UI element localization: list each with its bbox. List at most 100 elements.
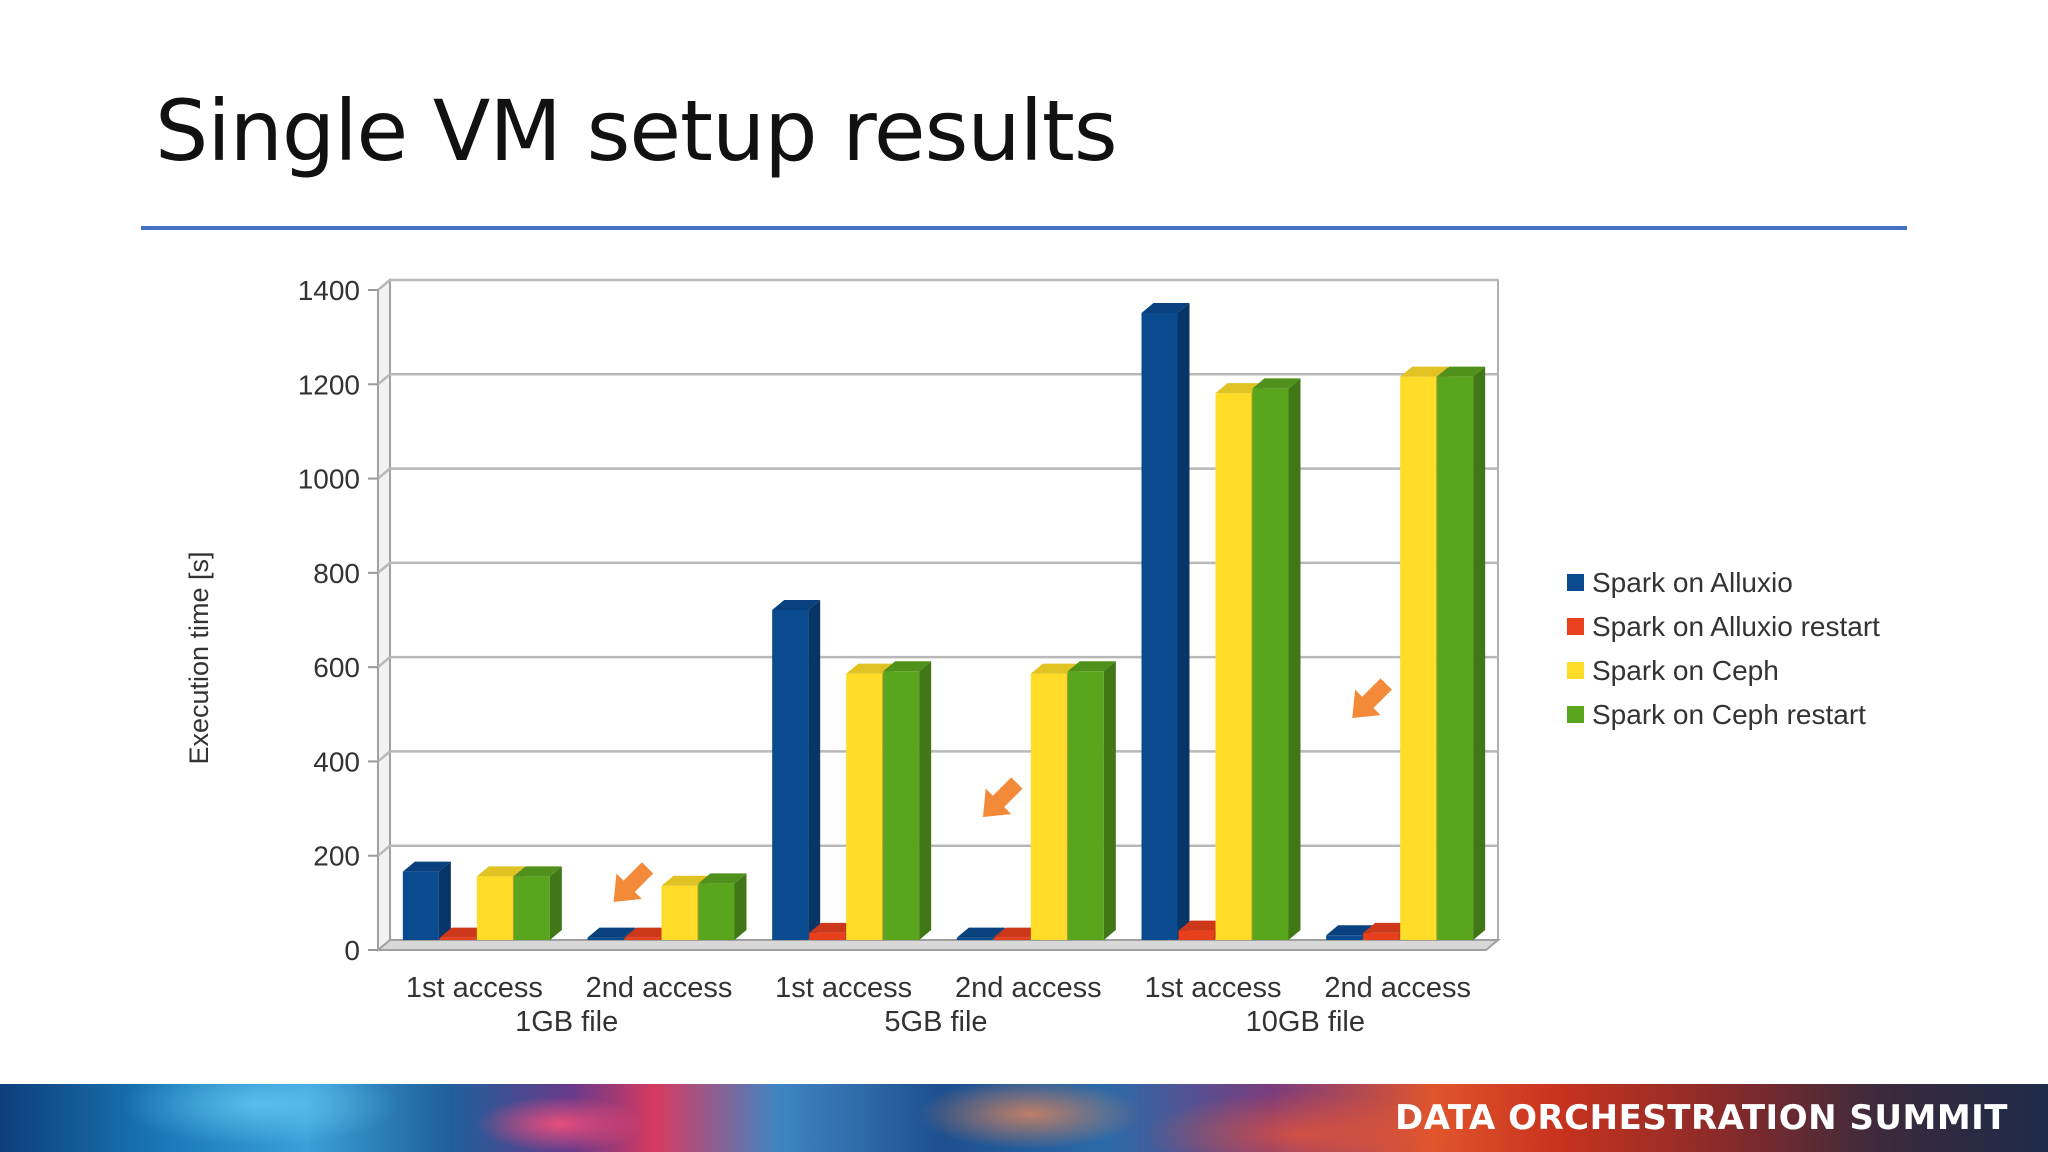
bar-front (1326, 935, 1363, 940)
bar-front (1215, 393, 1252, 941)
bar (772, 600, 821, 940)
bar-top (1400, 366, 1449, 377)
footer-banner: DATA ORCHESTRATION SUMMIT (0, 1084, 2048, 1152)
bar-top (698, 873, 747, 884)
footer-brand-text: DATA ORCHESTRATION SUMMIT (1395, 1098, 2008, 1138)
x-tick-label: 2nd access (586, 972, 733, 1004)
bar-front (1252, 388, 1289, 940)
bar-top (772, 600, 821, 610)
bar-front (1067, 671, 1104, 940)
y-tick-label: 1000 (298, 464, 360, 495)
legend-label: Spark on Alluxio (1592, 567, 1793, 598)
bar-top (1252, 378, 1301, 389)
x-axis-labels: 1st access 2nd access 1st access 2nd access… (406, 972, 1471, 1038)
bar-side (919, 661, 932, 940)
x-group-label: 1GB file (515, 1006, 618, 1038)
plot-back-wall (389, 279, 1499, 941)
y-tick-label: 600 (313, 652, 360, 683)
y-axis-ticks: 0 200 400 600 800 1000 1200 1400 (298, 275, 378, 966)
bar-top (993, 927, 1042, 938)
bar-side (734, 873, 747, 940)
bar-front (846, 673, 883, 940)
bar (1437, 366, 1486, 941)
legend-swatch (1567, 574, 1584, 591)
bar-top (1363, 922, 1412, 933)
bar-side (549, 866, 562, 940)
bar-front (809, 932, 846, 940)
arrow-shape (1352, 678, 1392, 718)
bar-front (661, 885, 698, 940)
bar-top (809, 922, 858, 933)
bar-front (476, 876, 513, 940)
bar (1067, 661, 1116, 940)
gridline-side (377, 750, 391, 763)
bar-top (1178, 920, 1227, 931)
legend-label: Spark on Alluxio restart (1592, 611, 1880, 642)
legend-item: Spark on Alluxio (1567, 567, 1793, 598)
bar-front (1400, 376, 1437, 941)
bar-front (1141, 313, 1178, 940)
bar (1252, 378, 1301, 940)
x-tick-label: 1st access (1145, 972, 1282, 1004)
footer-artwork-highlights (0, 1084, 2048, 1152)
y-tick-label: 800 (313, 558, 360, 589)
gridline-side (377, 656, 391, 669)
bar-top (1437, 366, 1486, 377)
arrow-icon (613, 862, 654, 902)
bar (1141, 303, 1190, 940)
bar-top (476, 866, 525, 877)
bar-top (846, 663, 895, 674)
bar-top (513, 866, 562, 877)
bar-top (1215, 383, 1264, 394)
legend-item: Spark on Ceph (1567, 655, 1779, 686)
bar-front (1030, 673, 1067, 940)
bar-top (956, 927, 1005, 938)
arrow-icon (1352, 678, 1392, 718)
bar-top (883, 661, 932, 672)
bar-front (439, 937, 476, 940)
bar-top (1030, 663, 1079, 674)
bar-top (439, 927, 488, 938)
chart-bars (402, 303, 1486, 941)
bar (513, 866, 562, 940)
x-tick-label: 1st access (406, 972, 543, 1004)
bar-top (587, 927, 636, 938)
y-tick-label: 1200 (298, 369, 360, 400)
bar-top (1067, 661, 1116, 672)
gridline-side (377, 844, 391, 857)
arrow-icon (982, 777, 1023, 817)
arrow-shape (982, 777, 1023, 817)
chart-legend: Spark on Alluxio Spark on Alluxio restart… (1567, 567, 1880, 730)
arrow-shape (613, 862, 654, 902)
bar-front (402, 871, 439, 940)
legend-swatch (1567, 706, 1584, 723)
bar-front (1437, 376, 1474, 941)
bar-front (956, 937, 993, 940)
bar-side (1177, 303, 1190, 940)
bar-side (1288, 378, 1301, 940)
bar-front (993, 937, 1030, 940)
x-group-label: 5GB file (884, 1006, 987, 1038)
bar-front (624, 937, 661, 940)
legend-item: Spark on Alluxio restart (1567, 611, 1880, 642)
y-tick-label: 1400 (298, 275, 360, 306)
chart-annotations (613, 678, 1392, 902)
legend-swatch (1567, 618, 1584, 635)
legend-label: Spark on Ceph (1592, 655, 1779, 686)
chart-frame (375, 277, 1501, 953)
bar-top (1141, 303, 1190, 313)
bar-front (1178, 930, 1215, 940)
gridline-side (377, 467, 391, 480)
legend-label: Spark on Ceph restart (1592, 699, 1866, 730)
slide-title: Single VM setup results (155, 82, 1118, 180)
plot-floor (375, 939, 1501, 951)
y-axis-title: Execution time [s] (184, 551, 214, 764)
bar-top (1326, 925, 1375, 936)
legend-item: Spark on Ceph restart (1567, 699, 1866, 730)
bar-top (624, 927, 673, 938)
bar-front (513, 876, 550, 940)
bar-side (1473, 366, 1486, 941)
bar-side (808, 600, 821, 940)
x-tick-label: 1st access (775, 972, 912, 1004)
bar-front (698, 883, 735, 940)
